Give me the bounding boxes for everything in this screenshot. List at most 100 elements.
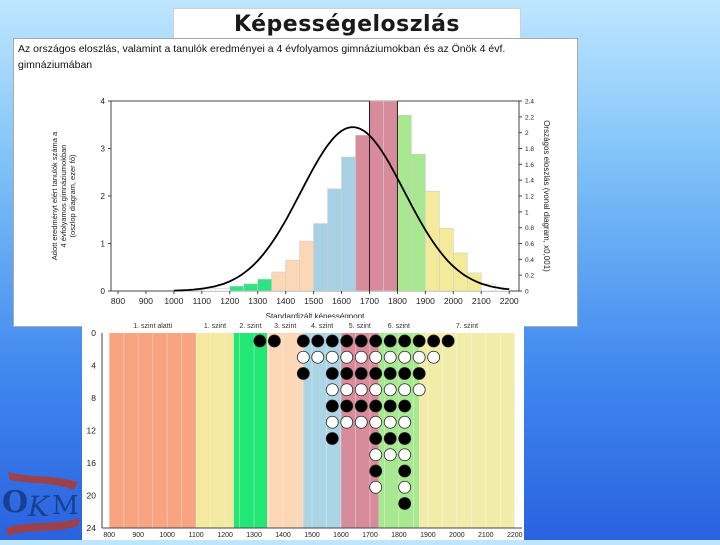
x-tick-label: 1900 (420, 532, 436, 539)
student-dot (340, 334, 354, 348)
student-dot (369, 383, 383, 397)
right-tick-label: 0.4 (525, 257, 534, 264)
student-dot (383, 367, 397, 380)
x-tick-label: 2200 (507, 532, 523, 539)
x-axis-label: Standardizált képességpont (266, 312, 366, 321)
student-dot (398, 415, 412, 429)
x-tick-label: 900 (139, 296, 153, 306)
student-dot (369, 432, 383, 445)
student-dot (383, 383, 397, 397)
student-dot (383, 350, 397, 364)
histogram-bar (411, 153, 426, 292)
left-tick-label: 0 (101, 287, 106, 296)
x-tick-label: 1700 (362, 532, 378, 539)
x-tick-label: 800 (103, 532, 115, 539)
student-dot (369, 480, 383, 494)
student-dot-chart: 1. szint alatti 1. szint 2. szint 3. szint 4… (87, 323, 523, 539)
svg-text:K: K (27, 490, 51, 523)
student-dot (311, 350, 325, 364)
svg-text:M: M (52, 491, 79, 521)
histogram-bar (369, 100, 384, 292)
student-dot (296, 367, 310, 380)
student-dot (383, 334, 397, 348)
x-tick-label: 2200 (500, 296, 519, 306)
right-tick-label: 2.2 (525, 114, 534, 121)
right-tick-label: 2 (525, 130, 529, 137)
x-tick-label: 1900 (416, 296, 435, 306)
student-dot (369, 448, 383, 462)
x-tick-label: 2000 (444, 296, 463, 306)
right-axis-label: Országos eloszlás (vonal diagram, x0,001… (542, 120, 551, 272)
student-dot (325, 367, 339, 380)
student-dot (398, 464, 412, 478)
right-tick-label: 0.8 (525, 225, 534, 232)
student-dot (383, 399, 397, 413)
student-dot (398, 448, 412, 462)
x-tick-label: 1800 (388, 296, 407, 306)
student-dot (340, 350, 354, 364)
left-tick-label: 4 (101, 97, 106, 106)
student-dot (398, 480, 412, 494)
student-dot (441, 334, 455, 348)
level-label: 4. szint (311, 323, 333, 330)
student-dot (398, 350, 412, 364)
student-dot (325, 432, 339, 445)
histogram-bar (383, 100, 398, 292)
student-dot (354, 383, 368, 397)
student-dot (383, 415, 397, 429)
student-dot (340, 399, 354, 413)
student-dot (383, 432, 397, 445)
student-dot (369, 464, 383, 478)
y-tick-label: 24 (87, 523, 97, 533)
y-tick-label: 16 (87, 458, 97, 468)
x-tick-label: 2100 (472, 296, 491, 306)
histogram-bar (397, 114, 412, 292)
right-tick-label: 1.6 (525, 162, 534, 169)
student-dot (296, 334, 310, 348)
student-dot (311, 334, 325, 348)
chart-heading: Az országos eloszlás, valamint a tanulók… (18, 43, 506, 71)
student-dot (354, 350, 368, 364)
student-dot (325, 334, 339, 348)
histogram-bar (257, 278, 272, 292)
x-tick-label: 1600 (333, 532, 349, 539)
y-tick-label: 8 (91, 393, 96, 403)
student-dot (369, 334, 383, 348)
student-dot (354, 399, 368, 413)
x-tick-label: 1400 (276, 296, 295, 306)
student-dot (354, 415, 368, 429)
x-tick-label: 1200 (217, 532, 233, 539)
histogram-bar (229, 285, 245, 292)
right-tick-label: 2.4 (525, 99, 534, 106)
okm-logo: O K M (0, 468, 84, 540)
histogram-bar (467, 272, 482, 292)
level-label: 1. szint (204, 323, 226, 330)
x-tick-label: 1400 (275, 532, 291, 539)
level-band (419, 333, 515, 528)
student-dot (325, 399, 339, 413)
histogram-bar (327, 188, 342, 292)
student-dot (398, 383, 412, 397)
student-dot (325, 383, 339, 397)
right-tick-label: 0.6 (525, 241, 534, 248)
left-axis-label-line: 4 évfolyamos gimnáziumokban (59, 145, 68, 248)
level-band (340, 333, 379, 528)
title-box: Képességeloszlás (173, 8, 521, 40)
left-tick-label: 1 (101, 240, 106, 249)
normal-curve (173, 126, 510, 292)
page-title: Képességeloszlás (233, 11, 461, 37)
student-dot (398, 334, 412, 348)
student-dot (340, 383, 354, 397)
student-dot (427, 350, 441, 364)
x-tick-label: 1300 (246, 532, 262, 539)
right-tick-label: 1 (525, 209, 529, 216)
x-tick-label: 1100 (193, 296, 212, 306)
level-band (303, 333, 341, 528)
right-tick-label: 1.2 (525, 194, 534, 201)
x-tick-label: 1800 (391, 532, 407, 539)
student-dot (412, 383, 426, 397)
x-tick-label: 1500 (304, 532, 320, 539)
left-axis-label-line: Adott eredményt elért tanulók száma a (50, 131, 59, 260)
student-dot (398, 432, 412, 445)
